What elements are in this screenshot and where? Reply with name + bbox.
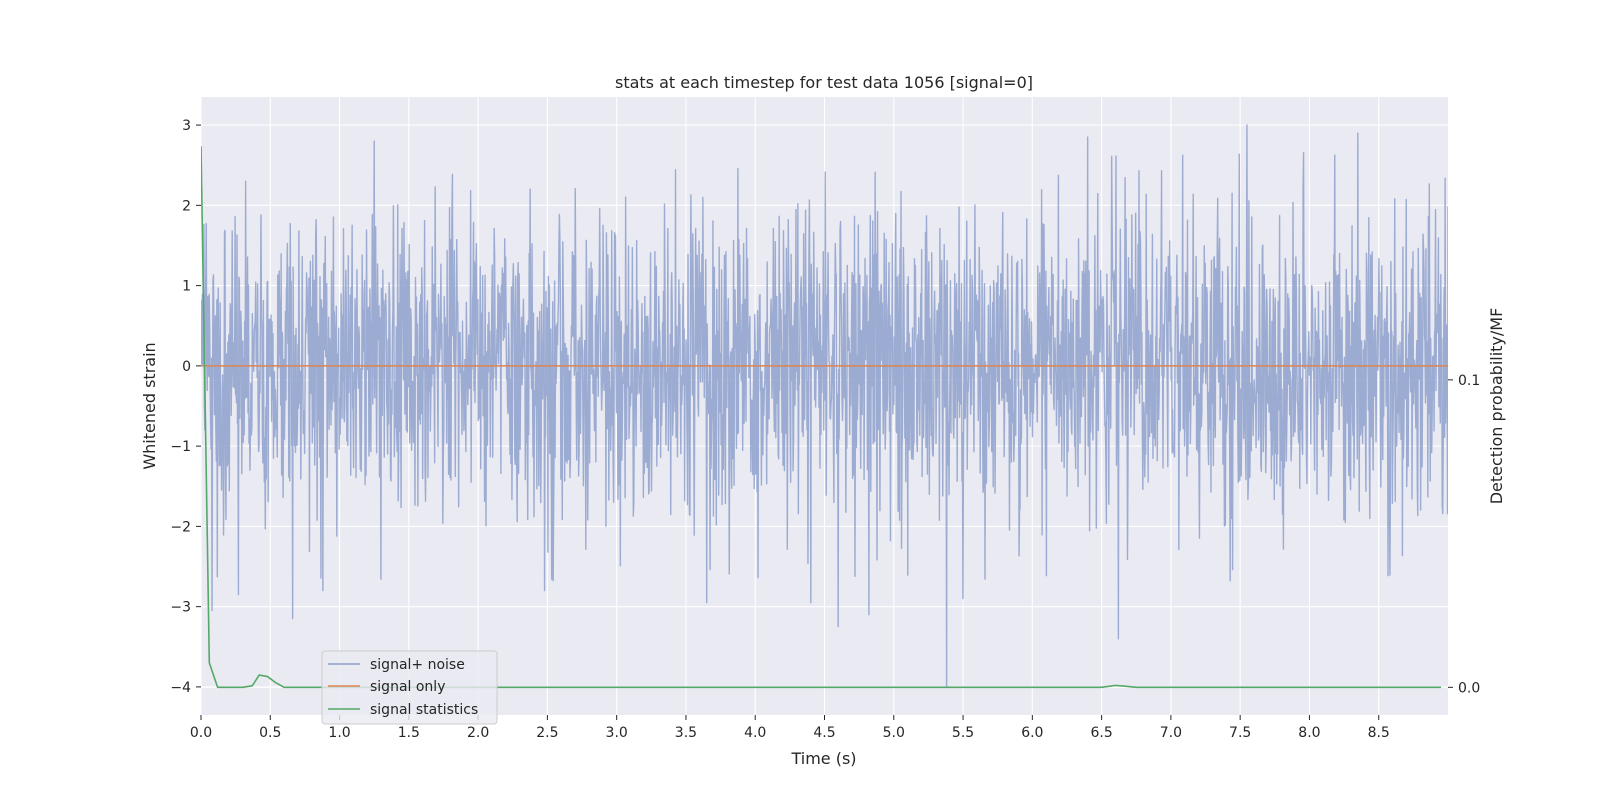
x-tick-label-17: 8.5 [1368,725,1390,741]
y-tick-label-1: 2 [182,198,191,214]
x-tick-label-10: 5.0 [883,725,905,741]
legend-label-signal-noise: signal+ noise [370,657,465,673]
legend: signal+ noise signal only signal statist… [321,650,498,725]
legend-label-signal-only: signal only [370,679,445,695]
x-tick-label-14: 7.0 [1160,725,1182,741]
x-tick-label-8: 4.0 [744,725,766,741]
y2-tick-label-0: 0.1 [1458,373,1480,389]
legend-label-signal-statistics: signal statistics [370,702,478,718]
y-tick-label-7: −4 [170,680,191,696]
x-tick-label-3: 1.5 [398,725,420,741]
y-axis-right: 0.1 0.0 [1448,373,1480,696]
x-tick-label-4: 2.0 [467,725,489,741]
y-tick-label-5: −2 [170,519,191,535]
y-tick-label-6: −3 [170,600,191,616]
y2-axis-label: Detection probability/MF [1487,308,1506,505]
x-tick-label-5: 2.5 [536,725,558,741]
y-axis-label: Whitened strain [140,342,159,469]
y-tick-label-3: 0 [182,359,191,375]
x-tick-label-7: 3.5 [675,725,697,741]
x-tick-label-2: 1.0 [328,725,350,741]
x-tick-label-11: 5.5 [952,725,974,741]
series-signal-noise [201,124,1448,688]
x-axis-label: Time (s) [790,749,856,768]
x-axis: 0.0 0.5 1.0 1.5 2.0 2.5 3.0 3.5 4.0 4.5 5.0 5.5 6.0 6… [190,715,1390,741]
x-tick-label-12: 6.0 [1021,725,1043,741]
x-tick-label-15: 7.5 [1229,725,1251,741]
y2-tick-label-1: 0.0 [1458,680,1480,696]
y-tick-label-2: 1 [182,279,191,295]
x-tick-label-13: 6.5 [1090,725,1112,741]
x-tick-label-6: 3.0 [606,725,628,741]
x-tick-label-16: 8.0 [1298,725,1320,741]
y-tick-label-0: 3 [182,118,191,134]
chart-title: stats at each timestep for test data 105… [615,73,1033,92]
x-tick-label-1: 0.5 [259,725,281,741]
x-tick-label-9: 4.5 [813,725,835,741]
y-axis-left: 3 2 1 0 −1 −2 −3 −4 [170,118,201,696]
x-tick-label-0: 0.0 [190,725,212,741]
y-tick-label-4: −1 [170,439,191,455]
legend-box [321,650,498,725]
